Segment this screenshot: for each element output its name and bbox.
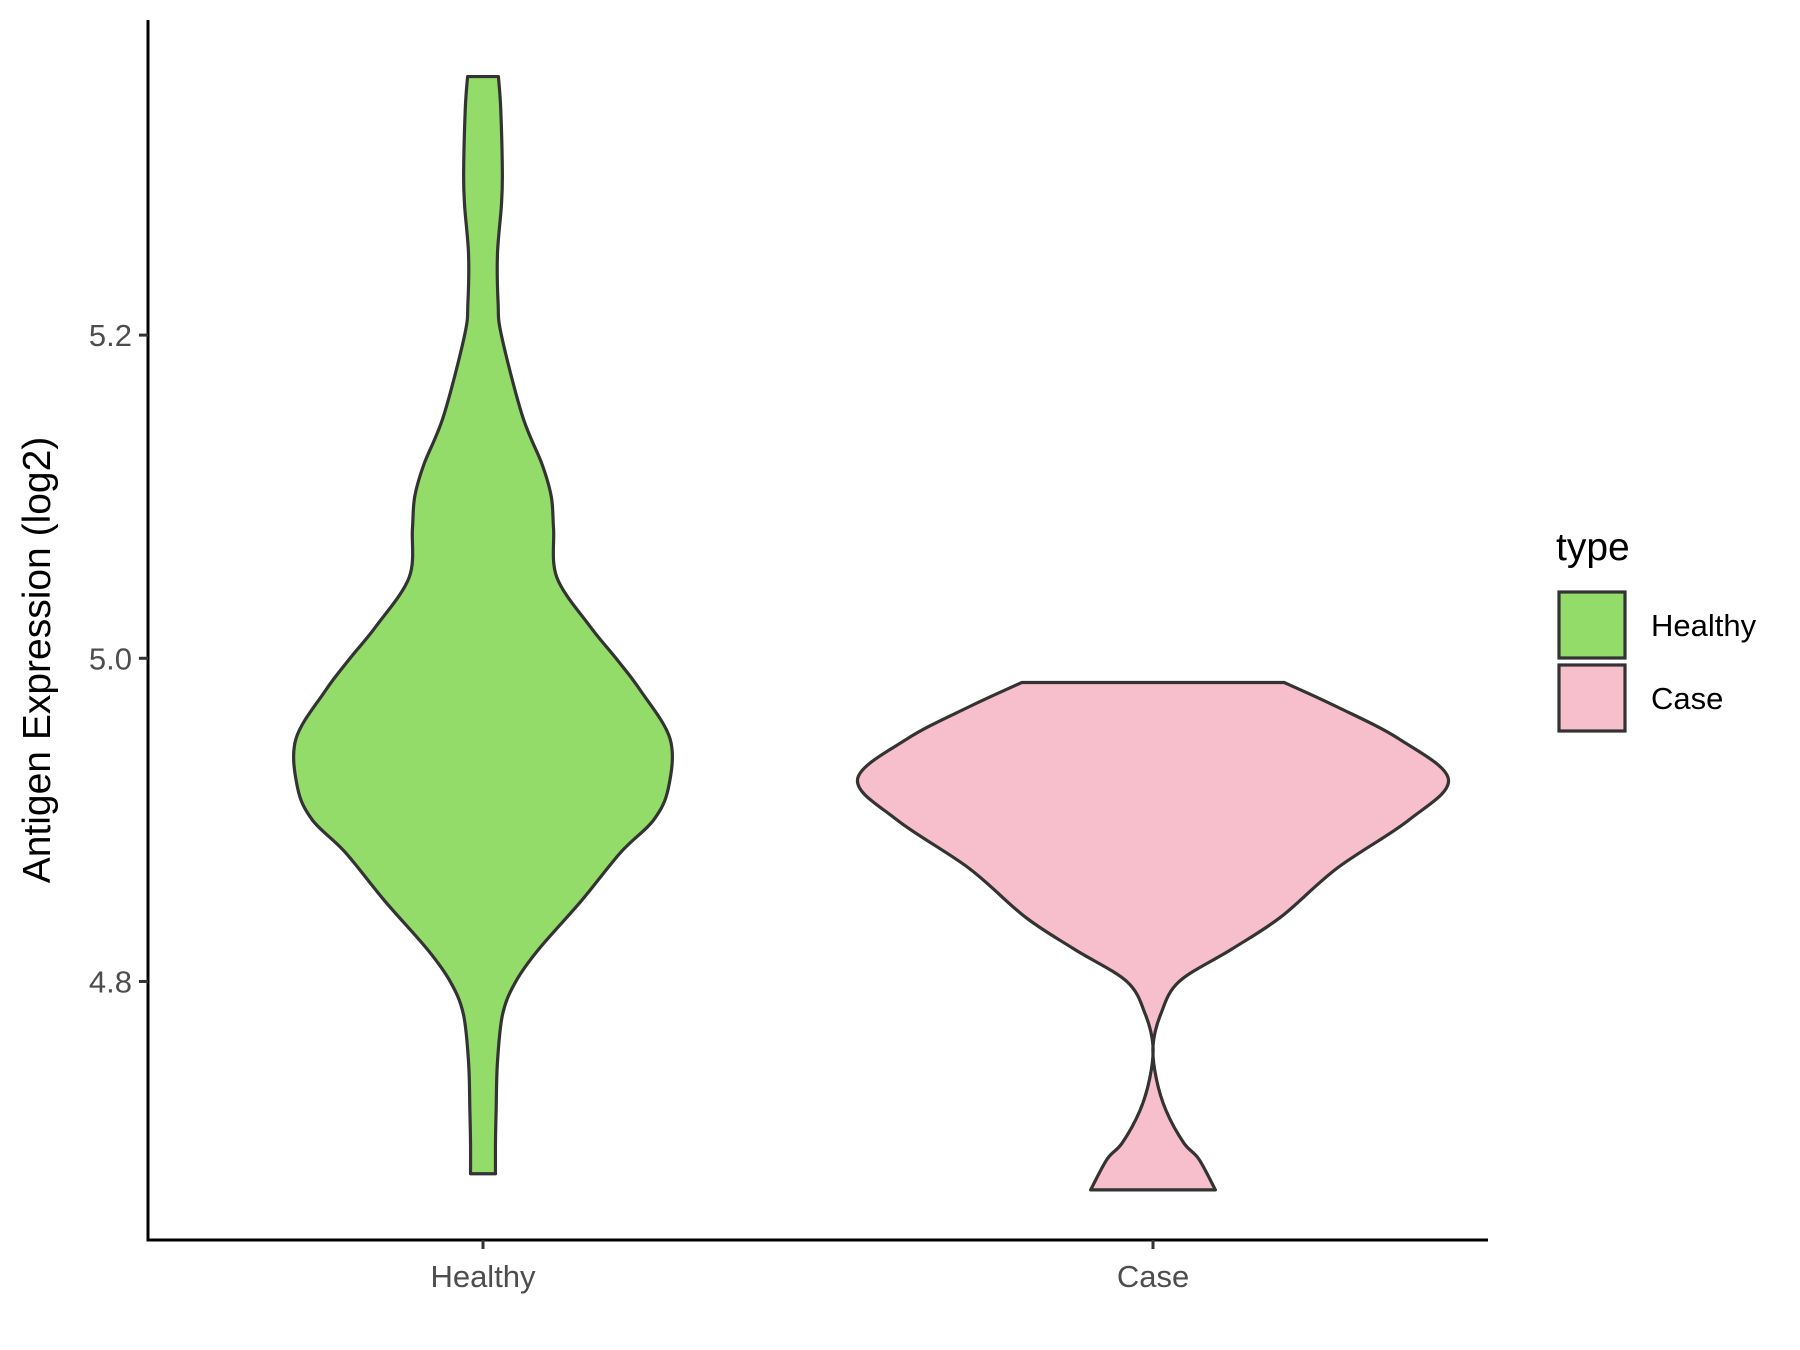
legend-label-case: Case bbox=[1651, 681, 1723, 716]
y-ticks: 4.8 5.0 5.2 bbox=[89, 318, 148, 999]
legend-swatch-healthy bbox=[1557, 590, 1627, 660]
legend-swatch-case bbox=[1557, 663, 1627, 733]
violin-case bbox=[855, 680, 1451, 1192]
violins-layer bbox=[292, 74, 1451, 1192]
y-tick-label: 4.8 bbox=[89, 964, 132, 999]
legend-title: type bbox=[1556, 526, 1630, 569]
y-axis-title: Antigen Expression (log2) bbox=[16, 437, 59, 884]
x-tick-label: Case bbox=[1117, 1259, 1189, 1294]
y-tick-label: 5.2 bbox=[89, 318, 132, 353]
legend-items: Healthy Case bbox=[1557, 590, 1757, 733]
y-tick-label: 5.0 bbox=[89, 641, 132, 676]
x-ticks: Healthy Case bbox=[430, 1240, 1189, 1294]
legend: type Healthy Case bbox=[1556, 526, 1757, 733]
axes-layer bbox=[146, 20, 1488, 1242]
x-tick-label: Healthy bbox=[430, 1259, 536, 1294]
violin-healthy bbox=[292, 74, 674, 1176]
legend-label-healthy: Healthy bbox=[1651, 608, 1757, 643]
